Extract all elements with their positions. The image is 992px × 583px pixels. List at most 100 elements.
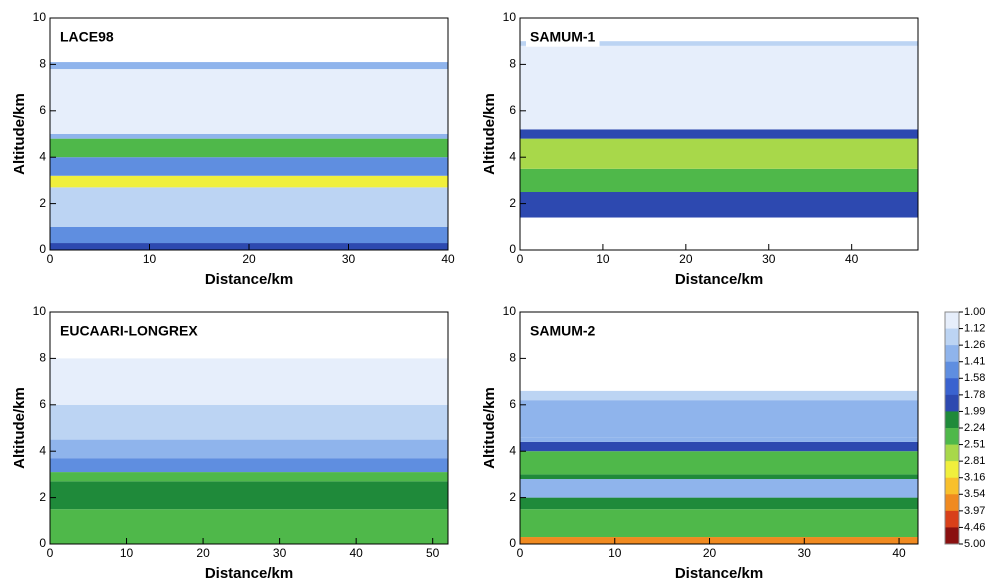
layer: [520, 474, 918, 480]
y-axis-label: Altitude/km: [481, 93, 498, 175]
colorbar-swatch: [945, 411, 959, 429]
x-tick-label: 30: [273, 546, 287, 560]
x-tick-label: 10: [143, 252, 157, 266]
colorbar-label: 2.81: [964, 455, 985, 467]
y-tick-label: 10: [503, 304, 517, 318]
y-tick-label: 8: [39, 351, 46, 365]
layer: [520, 138, 918, 169]
colorbar-label: 1.58: [964, 372, 985, 384]
y-axis-label: Altitude/km: [11, 387, 28, 469]
colorbar-swatch: [945, 378, 959, 396]
title-background: [526, 26, 600, 47]
y-axis-label: Altitude/km: [481, 387, 498, 469]
layer: [50, 62, 448, 70]
layer: [520, 41, 918, 46]
y-tick-label: 4: [39, 149, 46, 163]
panel-title: LACE98: [60, 29, 114, 45]
x-tick-label: 10: [596, 252, 610, 266]
y-tick-label: 2: [39, 196, 46, 210]
layer: [50, 472, 448, 482]
plot-frame: [49, 311, 449, 545]
colorbar-swatch: [945, 428, 959, 446]
plot-frame: [519, 311, 919, 545]
colorbar-swatch: [945, 527, 959, 545]
x-tick-label: 0: [47, 546, 54, 560]
colorbar-swatch: [945, 394, 959, 412]
x-tick-label: 0: [517, 546, 524, 560]
layer: [50, 134, 448, 139]
x-tick-label: 0: [517, 252, 524, 266]
colorbar-swatch: [945, 312, 959, 330]
layer: [50, 138, 448, 158]
colorbar-swatch: [945, 494, 959, 512]
x-axis-label: Distance/km: [205, 271, 293, 288]
y-tick-label: 10: [33, 10, 47, 24]
layer: [520, 479, 918, 498]
x-tick-label: 40: [892, 546, 906, 560]
colorbar-label: 5.00: [964, 538, 985, 550]
colorbar-swatch: [945, 477, 959, 495]
layer: [50, 458, 448, 473]
layer: [520, 537, 918, 544]
colorbar-label: 2.24: [964, 422, 985, 434]
x-tick-label: 10: [120, 546, 134, 560]
colorbar-label: 2.51: [964, 438, 985, 450]
layer: [50, 226, 448, 244]
layer: [520, 129, 918, 139]
y-tick-label: 0: [39, 536, 46, 550]
y-tick-label: 4: [39, 443, 46, 457]
y-tick-label: 2: [509, 490, 516, 504]
colorbar-label: 4.46: [964, 521, 985, 533]
colorbar-label: 3.97: [964, 505, 985, 517]
colorbar-label: 1.78: [964, 389, 985, 401]
colorbar-label: 3.16: [964, 472, 985, 484]
y-tick-label: 2: [39, 490, 46, 504]
x-tick-label: 30: [798, 546, 812, 560]
colorbar-swatch: [945, 444, 959, 462]
colorbar-label: 1.00: [964, 306, 985, 318]
x-tick-label: 40: [441, 252, 455, 266]
panel-title: SAMUM-1: [530, 29, 596, 45]
layer: [50, 69, 448, 134]
x-tick-label: 30: [342, 252, 356, 266]
layer: [520, 441, 918, 452]
x-tick-label: 10: [608, 546, 622, 560]
colorbar-label: 3.54: [964, 488, 985, 500]
x-tick-label: 20: [703, 546, 717, 560]
colorbar-swatch: [945, 361, 959, 379]
layer: [50, 187, 448, 227]
x-tick-label: 50: [426, 546, 440, 560]
layer: [520, 168, 918, 192]
layer: [50, 404, 448, 440]
layer: [520, 192, 918, 218]
y-tick-label: 2: [509, 196, 516, 210]
colorbar-swatch: [945, 510, 959, 528]
plot-frame: [519, 17, 919, 251]
y-tick-label: 4: [509, 443, 516, 457]
y-tick-label: 8: [39, 57, 46, 71]
layer: [520, 497, 918, 510]
x-axis-label: Distance/km: [675, 271, 763, 288]
layer: [520, 45, 918, 130]
layer: [520, 390, 918, 401]
x-tick-label: 40: [845, 252, 859, 266]
x-tick-label: 20: [679, 252, 693, 266]
colorbar-label: 1.26: [964, 339, 985, 351]
x-tick-label: 40: [349, 546, 363, 560]
colorbar-swatch: [945, 328, 959, 346]
y-axis-label: Altitude/km: [11, 93, 28, 175]
layer: [50, 175, 448, 188]
layer: [50, 509, 448, 544]
title-background: [56, 320, 203, 341]
layer: [520, 437, 918, 442]
colorbar-label: 1.41: [964, 356, 985, 368]
x-axis-label: Distance/km: [675, 565, 763, 582]
colorbar-swatch: [945, 345, 959, 363]
y-tick-label: 0: [39, 242, 46, 256]
layer: [50, 481, 448, 510]
y-tick-label: 0: [509, 536, 516, 550]
layer: [520, 400, 918, 438]
title-background: [526, 320, 600, 341]
y-tick-label: 6: [39, 397, 46, 411]
